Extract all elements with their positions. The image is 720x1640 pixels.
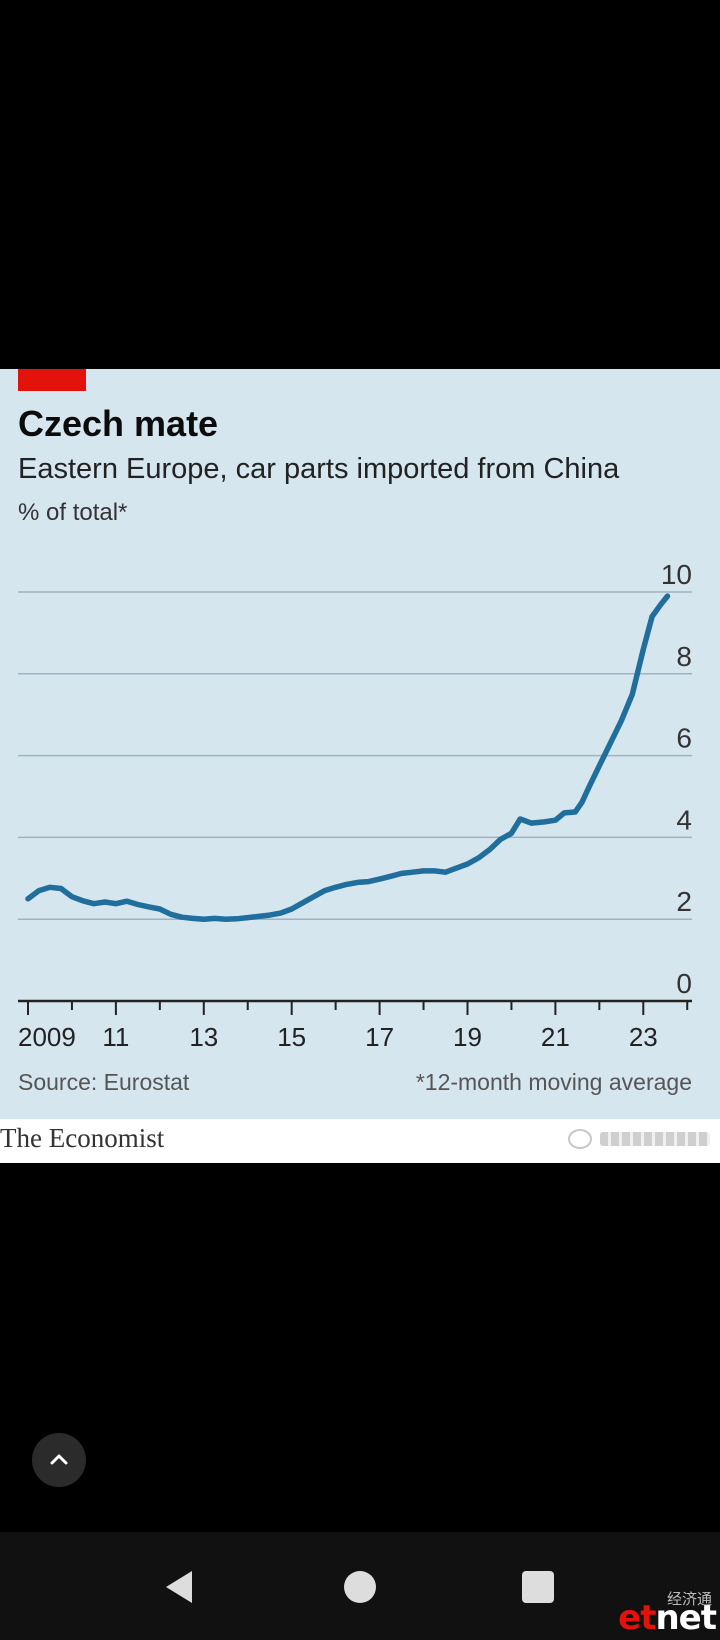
x-tick-label: 11 [102,1022,129,1052]
chart-card: Czech mate Eastern Europe, car parts imp… [0,369,720,1119]
nav-home-button[interactable] [335,1562,385,1612]
x-tick-label: 19 [453,1022,482,1052]
y-axis-unit-label: % of total* [18,499,128,526]
y-tick-label: 2 [676,886,692,917]
y-tick-label: 6 [676,723,692,754]
x-tick-label: 15 [277,1022,306,1052]
chevron-up-icon [50,1454,68,1465]
x-tick-label: 23 [629,1022,658,1052]
nav-back-button[interactable] [155,1562,205,1612]
economist-red-tag [18,369,86,391]
source-note: Source: Eurostat [18,1069,190,1095]
chart-subtitle: Eastern Europe, car parts imported from … [18,453,620,485]
etnet-et: et [618,1598,656,1638]
home-circle-icon [344,1571,376,1603]
etnet-net: net [655,1598,717,1638]
scroll-to-top-button[interactable] [32,1433,86,1487]
recents-square-icon [522,1571,554,1603]
y-tick-label: 8 [676,641,692,672]
series-line [25,593,671,922]
x-tick-label: 13 [189,1022,218,1052]
weibo-icon [568,1129,592,1149]
weibo-watermark [568,1127,713,1153]
line-chart: 0 2 4 6 8 10 2009 11 13 15 17 19 21 23 [18,559,692,1052]
system-navigation-bar: 经济通 etnet [0,1532,720,1640]
nav-recents-button[interactable] [513,1562,563,1612]
chart-title: Czech mate [18,403,219,444]
watermark-text-blur [600,1132,710,1146]
logo-band: The Economist [0,1119,720,1163]
y-tick-label: 0 [676,968,692,999]
x-tick-label: 2009 [18,1022,76,1052]
etnet-badge-logo: etnet [618,1598,717,1638]
etnet-badge-cn: 经济通 [666,1591,712,1608]
x-tick-label: 21 [541,1022,570,1052]
back-triangle-icon [166,1571,192,1603]
footnote: *12-month moving average [415,1069,692,1095]
economist-logo: The Economist [0,1123,165,1153]
y-tick-label: 4 [676,804,692,835]
y-tick-label: 10 [661,559,692,590]
etnet-badge: 经济通 etnet [618,1588,717,1638]
x-tick-label: 17 [365,1022,394,1052]
